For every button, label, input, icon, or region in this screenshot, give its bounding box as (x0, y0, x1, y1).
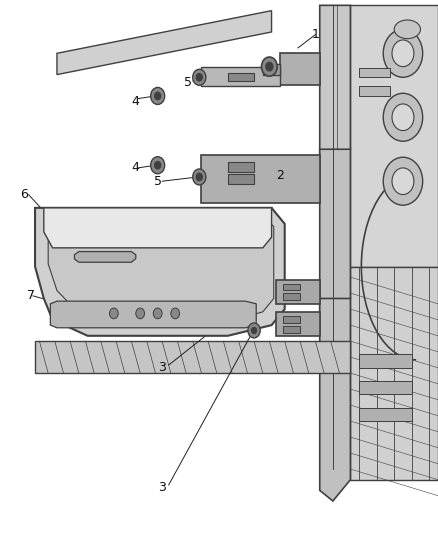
Circle shape (136, 308, 145, 319)
Ellipse shape (394, 20, 420, 39)
Circle shape (171, 308, 180, 319)
Circle shape (261, 57, 277, 76)
Bar (283, 316, 300, 323)
Text: 3: 3 (158, 361, 166, 374)
Circle shape (151, 87, 165, 104)
Circle shape (193, 69, 206, 85)
Bar (283, 326, 300, 333)
Bar (283, 293, 300, 300)
Polygon shape (35, 208, 285, 336)
Polygon shape (276, 312, 320, 336)
Text: 5: 5 (184, 76, 192, 89)
Circle shape (383, 29, 423, 77)
Circle shape (383, 93, 423, 141)
Bar (228, 73, 254, 81)
Polygon shape (57, 11, 272, 75)
Text: 4: 4 (132, 95, 140, 108)
Polygon shape (263, 64, 280, 75)
Polygon shape (201, 155, 320, 203)
Circle shape (251, 327, 257, 334)
Bar (359, 68, 390, 77)
Circle shape (193, 169, 206, 185)
Polygon shape (48, 216, 274, 322)
Polygon shape (320, 5, 350, 160)
Text: 6: 6 (20, 188, 28, 201)
Bar (228, 162, 254, 172)
Text: 1: 1 (311, 28, 319, 41)
Circle shape (392, 168, 414, 195)
Circle shape (392, 104, 414, 131)
Circle shape (248, 323, 260, 338)
Polygon shape (50, 301, 256, 328)
Text: 4: 4 (132, 161, 140, 174)
Bar (359, 354, 412, 368)
Bar (228, 174, 254, 184)
Polygon shape (320, 149, 350, 309)
Circle shape (151, 157, 165, 174)
Polygon shape (350, 266, 438, 480)
Circle shape (383, 157, 423, 205)
Circle shape (196, 74, 202, 81)
Bar (359, 86, 390, 96)
Bar (283, 284, 300, 290)
Circle shape (155, 161, 161, 169)
Bar (359, 408, 412, 421)
Polygon shape (280, 53, 320, 85)
Circle shape (153, 308, 162, 319)
Polygon shape (35, 341, 350, 373)
Polygon shape (276, 280, 320, 304)
Circle shape (196, 173, 202, 181)
Polygon shape (201, 67, 280, 86)
Polygon shape (74, 252, 136, 262)
Polygon shape (350, 5, 438, 266)
Polygon shape (44, 208, 272, 248)
Circle shape (110, 308, 118, 319)
Circle shape (155, 92, 161, 100)
Polygon shape (320, 298, 350, 501)
Circle shape (392, 40, 414, 67)
Text: 5: 5 (154, 175, 162, 188)
Text: 3: 3 (158, 481, 166, 494)
Text: 2: 2 (276, 169, 284, 182)
Text: 7: 7 (27, 289, 35, 302)
Circle shape (266, 62, 273, 71)
Bar (359, 381, 412, 394)
